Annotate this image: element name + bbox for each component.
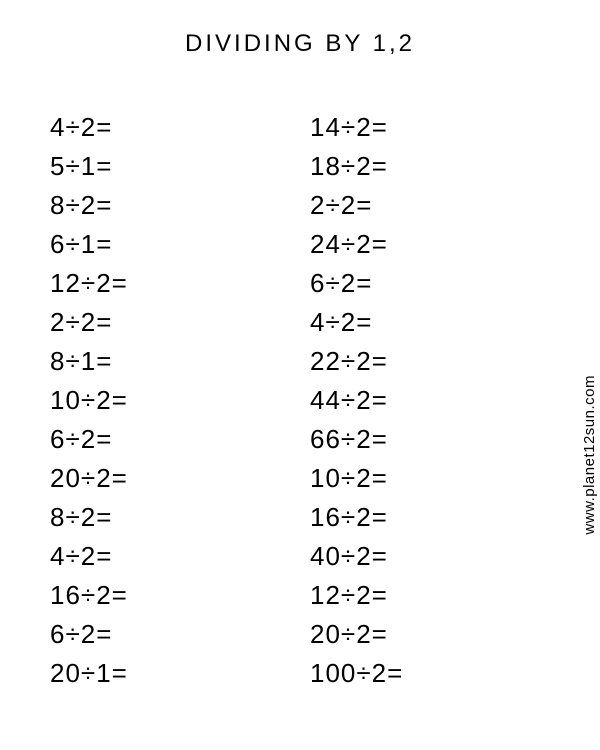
division-problem: 10÷2= [310, 459, 540, 498]
division-problem: 12÷2= [50, 264, 280, 303]
division-problem: 6÷2= [50, 615, 280, 654]
division-problem: 8÷2= [50, 498, 280, 537]
division-problem: 20÷1= [50, 654, 280, 693]
division-problem: 20÷2= [50, 459, 280, 498]
right-column: 14÷2=18÷2=2÷2=24÷2=6÷2=4÷2=22÷2=44÷2=66÷… [280, 108, 540, 693]
division-problem: 10÷2= [50, 381, 280, 420]
division-problem: 4÷2= [50, 108, 280, 147]
division-problem: 8÷2= [50, 186, 280, 225]
worksheet-title: DIVIDING BY 1,2 [0, 0, 600, 108]
division-problem: 18÷2= [310, 147, 540, 186]
division-problem: 4÷2= [310, 303, 540, 342]
division-problem: 40÷2= [310, 537, 540, 576]
division-problem: 66÷2= [310, 420, 540, 459]
source-watermark: www.planet12sun.com [582, 375, 599, 535]
division-problem: 4÷2= [50, 537, 280, 576]
division-problem: 16÷2= [50, 576, 280, 615]
division-problem: 2÷2= [310, 186, 540, 225]
problems-container: 4÷2=5÷1=8÷2=6÷1=12÷2=2÷2=8÷1=10÷2=6÷2=20… [0, 108, 600, 693]
division-problem: 24÷2= [310, 225, 540, 264]
division-problem: 2÷2= [50, 303, 280, 342]
division-problem: 6÷2= [310, 264, 540, 303]
division-problem: 5÷1= [50, 147, 280, 186]
division-problem: 14÷2= [310, 108, 540, 147]
division-problem: 12÷2= [310, 576, 540, 615]
division-problem: 44÷2= [310, 381, 540, 420]
division-problem: 6÷2= [50, 420, 280, 459]
division-problem: 100÷2= [310, 654, 540, 693]
division-problem: 16÷2= [310, 498, 540, 537]
left-column: 4÷2=5÷1=8÷2=6÷1=12÷2=2÷2=8÷1=10÷2=6÷2=20… [50, 108, 280, 693]
division-problem: 22÷2= [310, 342, 540, 381]
division-problem: 20÷2= [310, 615, 540, 654]
division-problem: 8÷1= [50, 342, 280, 381]
division-problem: 6÷1= [50, 225, 280, 264]
